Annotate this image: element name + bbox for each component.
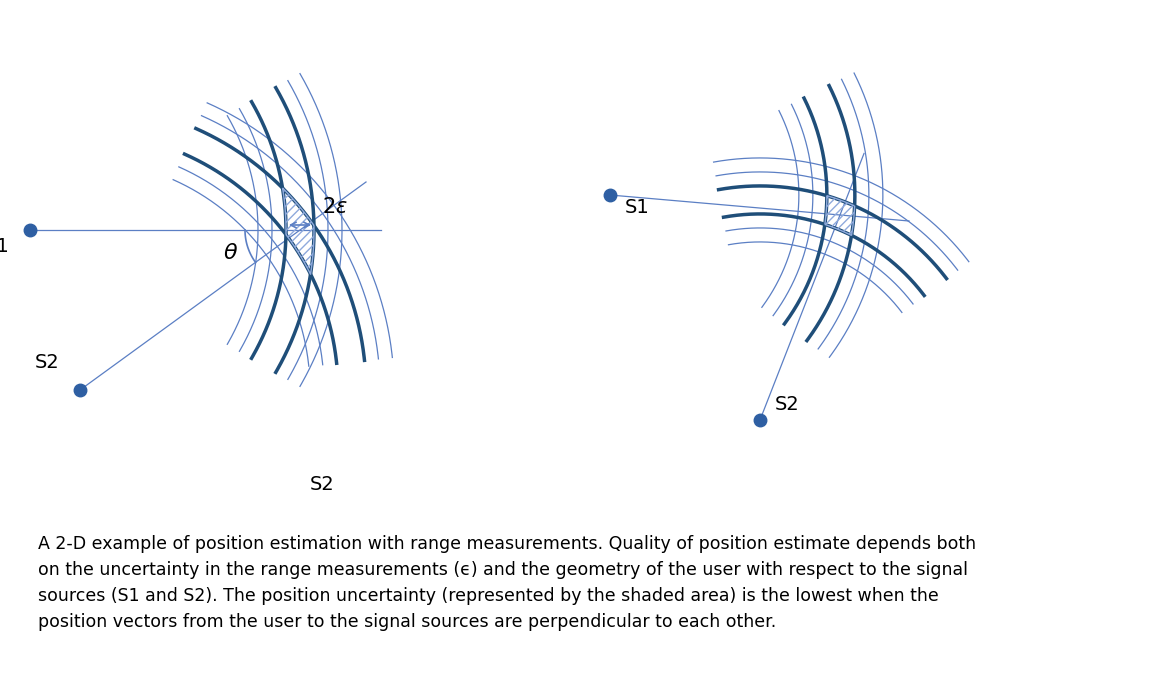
Text: sources (S1 and S2). The position uncertainty (represented by the shaded area) i: sources (S1 and S2). The position uncert… xyxy=(37,587,938,605)
Text: A 2-D example of position estimation with range measurements. Quality of positio: A 2-D example of position estimation wit… xyxy=(37,535,976,553)
Text: on the uncertainty in the range measurements (ϵ) and the geometry of the user wi: on the uncertainty in the range measurem… xyxy=(37,561,968,579)
Text: position vectors from the user to the signal sources are perpendicular to each o: position vectors from the user to the si… xyxy=(37,613,776,631)
Text: S2: S2 xyxy=(775,395,800,414)
Text: S2: S2 xyxy=(310,475,335,494)
Text: S1: S1 xyxy=(625,198,649,217)
Text: $\theta$: $\theta$ xyxy=(223,243,239,263)
Text: S1: S1 xyxy=(0,237,9,256)
Text: S2: S2 xyxy=(35,353,60,372)
Text: $2\epsilon$: $2\epsilon$ xyxy=(322,197,347,217)
